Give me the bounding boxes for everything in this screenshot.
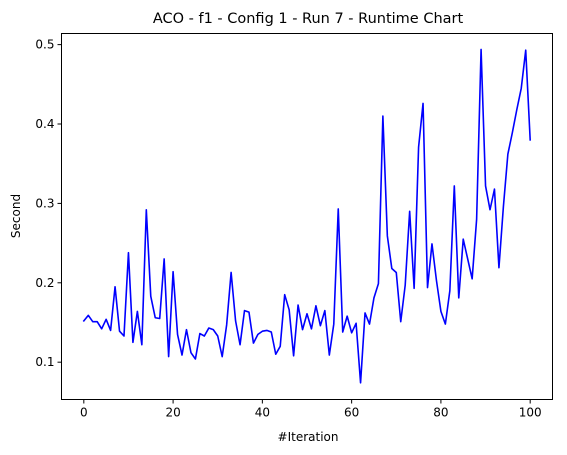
x-tick-label: 20: [165, 406, 180, 420]
x-tick-label: 0: [80, 406, 88, 420]
y-tick-label: 0.2: [35, 276, 54, 290]
y-tick-label: 0.1: [35, 355, 54, 369]
x-tick-label: 100: [519, 406, 542, 420]
chart-title: ACO - f1 - Config 1 - Run 7 - Runtime Ch…: [153, 11, 464, 27]
y-axis-label: Second: [9, 194, 23, 238]
x-tick-label: 80: [433, 406, 448, 420]
x-tick-label: 60: [344, 406, 359, 420]
x-tick-label: 40: [255, 406, 270, 420]
plot-area: [82, 48, 532, 384]
series-line-0: [82, 48, 532, 384]
y-axis: 0.1 0.2 0.3 0.4 0.5: [35, 38, 62, 369]
y-tick-label: 0.4: [35, 117, 54, 131]
plot-frame: [61, 33, 553, 400]
x-axis-label: #Iteration: [278, 430, 339, 444]
x-axis: 0 20 40 60 80 100: [80, 399, 542, 420]
y-tick-label: 0.5: [35, 38, 54, 52]
y-tick-label: 0.3: [35, 196, 54, 210]
